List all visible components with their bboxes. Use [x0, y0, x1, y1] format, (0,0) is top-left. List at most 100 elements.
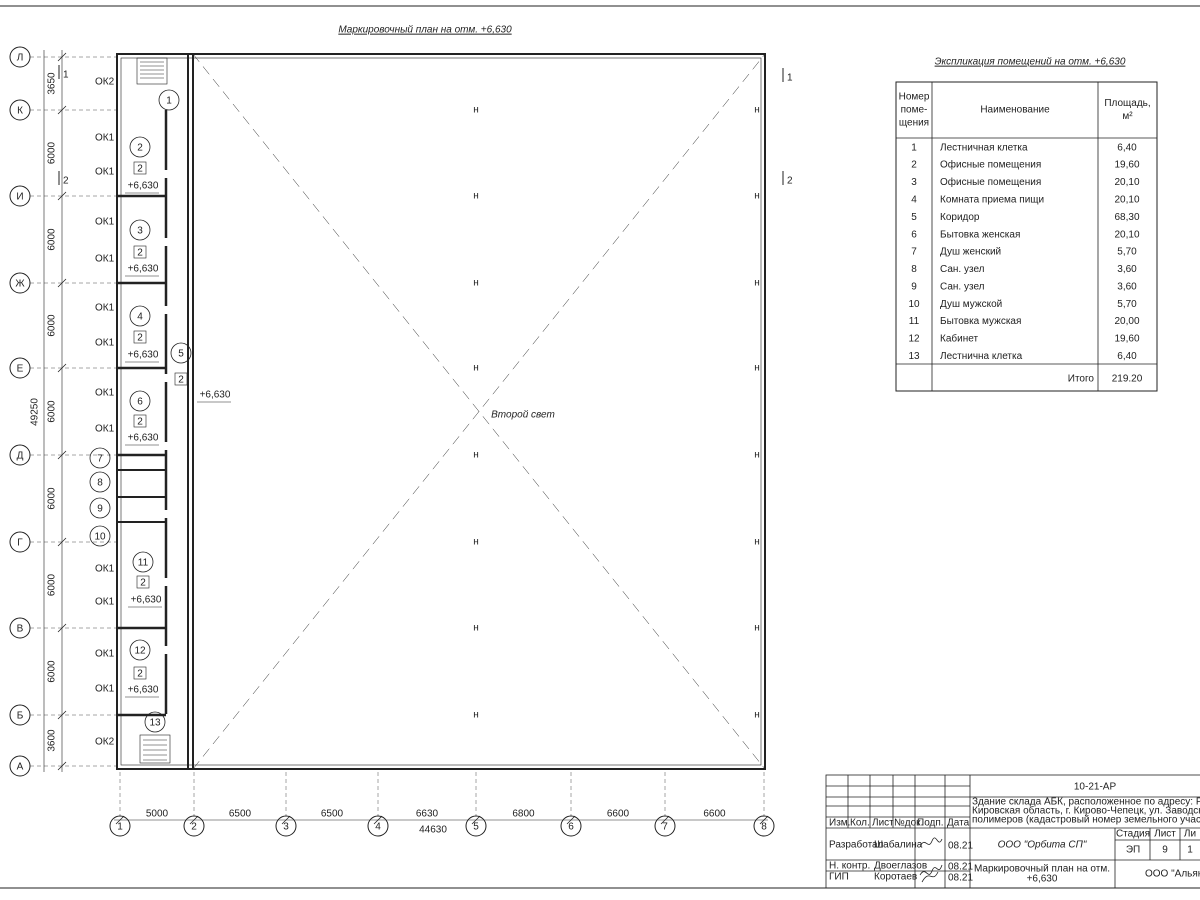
- table-cell: 12: [908, 334, 920, 345]
- dimension: 3650: [47, 72, 58, 95]
- room-number: 6: [137, 397, 143, 408]
- wall-type: 2: [137, 248, 143, 259]
- table-cell: 20,10: [1114, 229, 1139, 240]
- room-bubble: [129, 390, 151, 412]
- stamp-person: Коротаев: [874, 872, 917, 883]
- table-cell: 8: [911, 264, 917, 275]
- column-mark: н: [473, 710, 479, 721]
- window-label: ОК1: [95, 338, 115, 349]
- window-label: ОК2: [95, 77, 115, 88]
- section-label: 1: [787, 73, 793, 84]
- table-cell: 5,70: [1117, 247, 1137, 258]
- table-header: поме-: [901, 105, 928, 116]
- table-cell: 10: [908, 299, 920, 310]
- axis-label: А: [17, 762, 24, 773]
- building-outline: [116, 53, 766, 770]
- dimension: 6500: [321, 809, 344, 820]
- room-bubble: [132, 551, 154, 573]
- section-label: 1: [63, 70, 69, 81]
- wall-type-box: [133, 161, 147, 175]
- wall-type-box: [133, 330, 147, 344]
- stamp-stage-value: 9: [1162, 845, 1168, 856]
- room-bubble: [158, 89, 180, 111]
- stamp-header: Изм.: [829, 818, 850, 829]
- column-mark: н: [473, 623, 479, 634]
- room-bubble: [129, 136, 151, 158]
- level-mark: +6,630: [131, 595, 162, 606]
- table-cell: 5: [911, 212, 917, 223]
- dimension: 6800: [512, 809, 535, 820]
- table-header: щения: [899, 118, 929, 129]
- window-label: ОК1: [95, 303, 115, 314]
- window-label: ОК1: [95, 167, 115, 178]
- axis-label: 2: [191, 822, 197, 833]
- table-cell: 3,60: [1117, 281, 1137, 292]
- column-mark: н: [754, 278, 760, 289]
- dimension: 6000: [47, 487, 58, 510]
- table-cell: 9: [911, 281, 917, 292]
- table-cell: 3: [911, 177, 917, 188]
- stamp-header: Кол.: [850, 818, 870, 829]
- column-mark: н: [473, 105, 479, 116]
- column-mark: н: [473, 450, 479, 461]
- axis-label: Е: [17, 364, 24, 375]
- axis-label: 7: [662, 822, 668, 833]
- stamp-role: Разработал: [829, 839, 884, 851]
- wall-type: 2: [137, 417, 143, 428]
- room-bubble: [170, 342, 192, 364]
- table-border: [895, 81, 1158, 392]
- table-cell: Комната приема пищи: [940, 194, 1044, 205]
- section-label: 2: [63, 176, 69, 187]
- room-number: 11: [138, 558, 149, 569]
- dimension: 6000: [47, 314, 58, 337]
- table-cell: Лестничная клетка: [940, 142, 1028, 153]
- table-cell: Кабинет: [940, 333, 978, 345]
- axis-label: 3: [283, 822, 289, 833]
- wall-type-box: [133, 245, 147, 259]
- window-label: ОК1: [95, 649, 115, 660]
- room-bubble: [89, 525, 111, 547]
- stamp-sheet-title: +6,630: [1027, 874, 1058, 885]
- window-label: ОК1: [95, 217, 115, 228]
- table-header: Наименование: [980, 105, 1050, 116]
- wall-type: 2: [137, 669, 143, 680]
- window-label: ОК2: [95, 737, 115, 748]
- level-mark: +6,630: [128, 433, 159, 444]
- stamp-date: 08.21: [948, 873, 973, 884]
- window-label: ОК1: [95, 424, 115, 435]
- stamp-stage-header: Ли: [1184, 829, 1196, 840]
- axis-label: Г: [17, 538, 23, 549]
- stamp-client: ООО "Альянс: [1145, 869, 1200, 880]
- level-mark: +6,630: [128, 264, 159, 275]
- room-number: 5: [178, 349, 184, 360]
- table-cell: Лестнична клетка: [940, 351, 1023, 362]
- room-bubble: [129, 219, 151, 241]
- stamp-stage-value: 1: [1187, 845, 1193, 856]
- level-mark: +6,630: [200, 390, 231, 401]
- table-cell: 19,60: [1114, 334, 1139, 345]
- table-header: Номер: [899, 92, 930, 103]
- table-cell: 13: [908, 351, 920, 362]
- room-bubble: [89, 471, 111, 493]
- column-mark: н: [473, 363, 479, 374]
- stamp-company: ООО "Орбита СП": [998, 839, 1087, 851]
- axis-label: 1: [117, 822, 123, 833]
- table-cell: 4: [911, 194, 917, 205]
- column-mark: н: [754, 105, 760, 116]
- stamp-sheet-title: Маркировочный план на отм.: [974, 864, 1110, 875]
- void-diagonal: [192, 53, 766, 770]
- wall-type: 2: [137, 333, 143, 344]
- axis-label: К: [17, 106, 23, 117]
- axis-bubble: [275, 815, 297, 837]
- table-cell: 5,70: [1117, 299, 1137, 310]
- room-number: 8: [97, 478, 103, 489]
- table-cell: Коридор: [940, 212, 980, 223]
- window-label: ОК1: [95, 684, 115, 695]
- table-cell: 11: [909, 316, 920, 327]
- room-number: 12: [134, 646, 146, 657]
- wall-type: 2: [137, 164, 143, 175]
- dimension: 6000: [47, 573, 58, 596]
- level-mark: +6,630: [128, 685, 159, 696]
- table-cell: Бытовка мужская: [940, 316, 1021, 327]
